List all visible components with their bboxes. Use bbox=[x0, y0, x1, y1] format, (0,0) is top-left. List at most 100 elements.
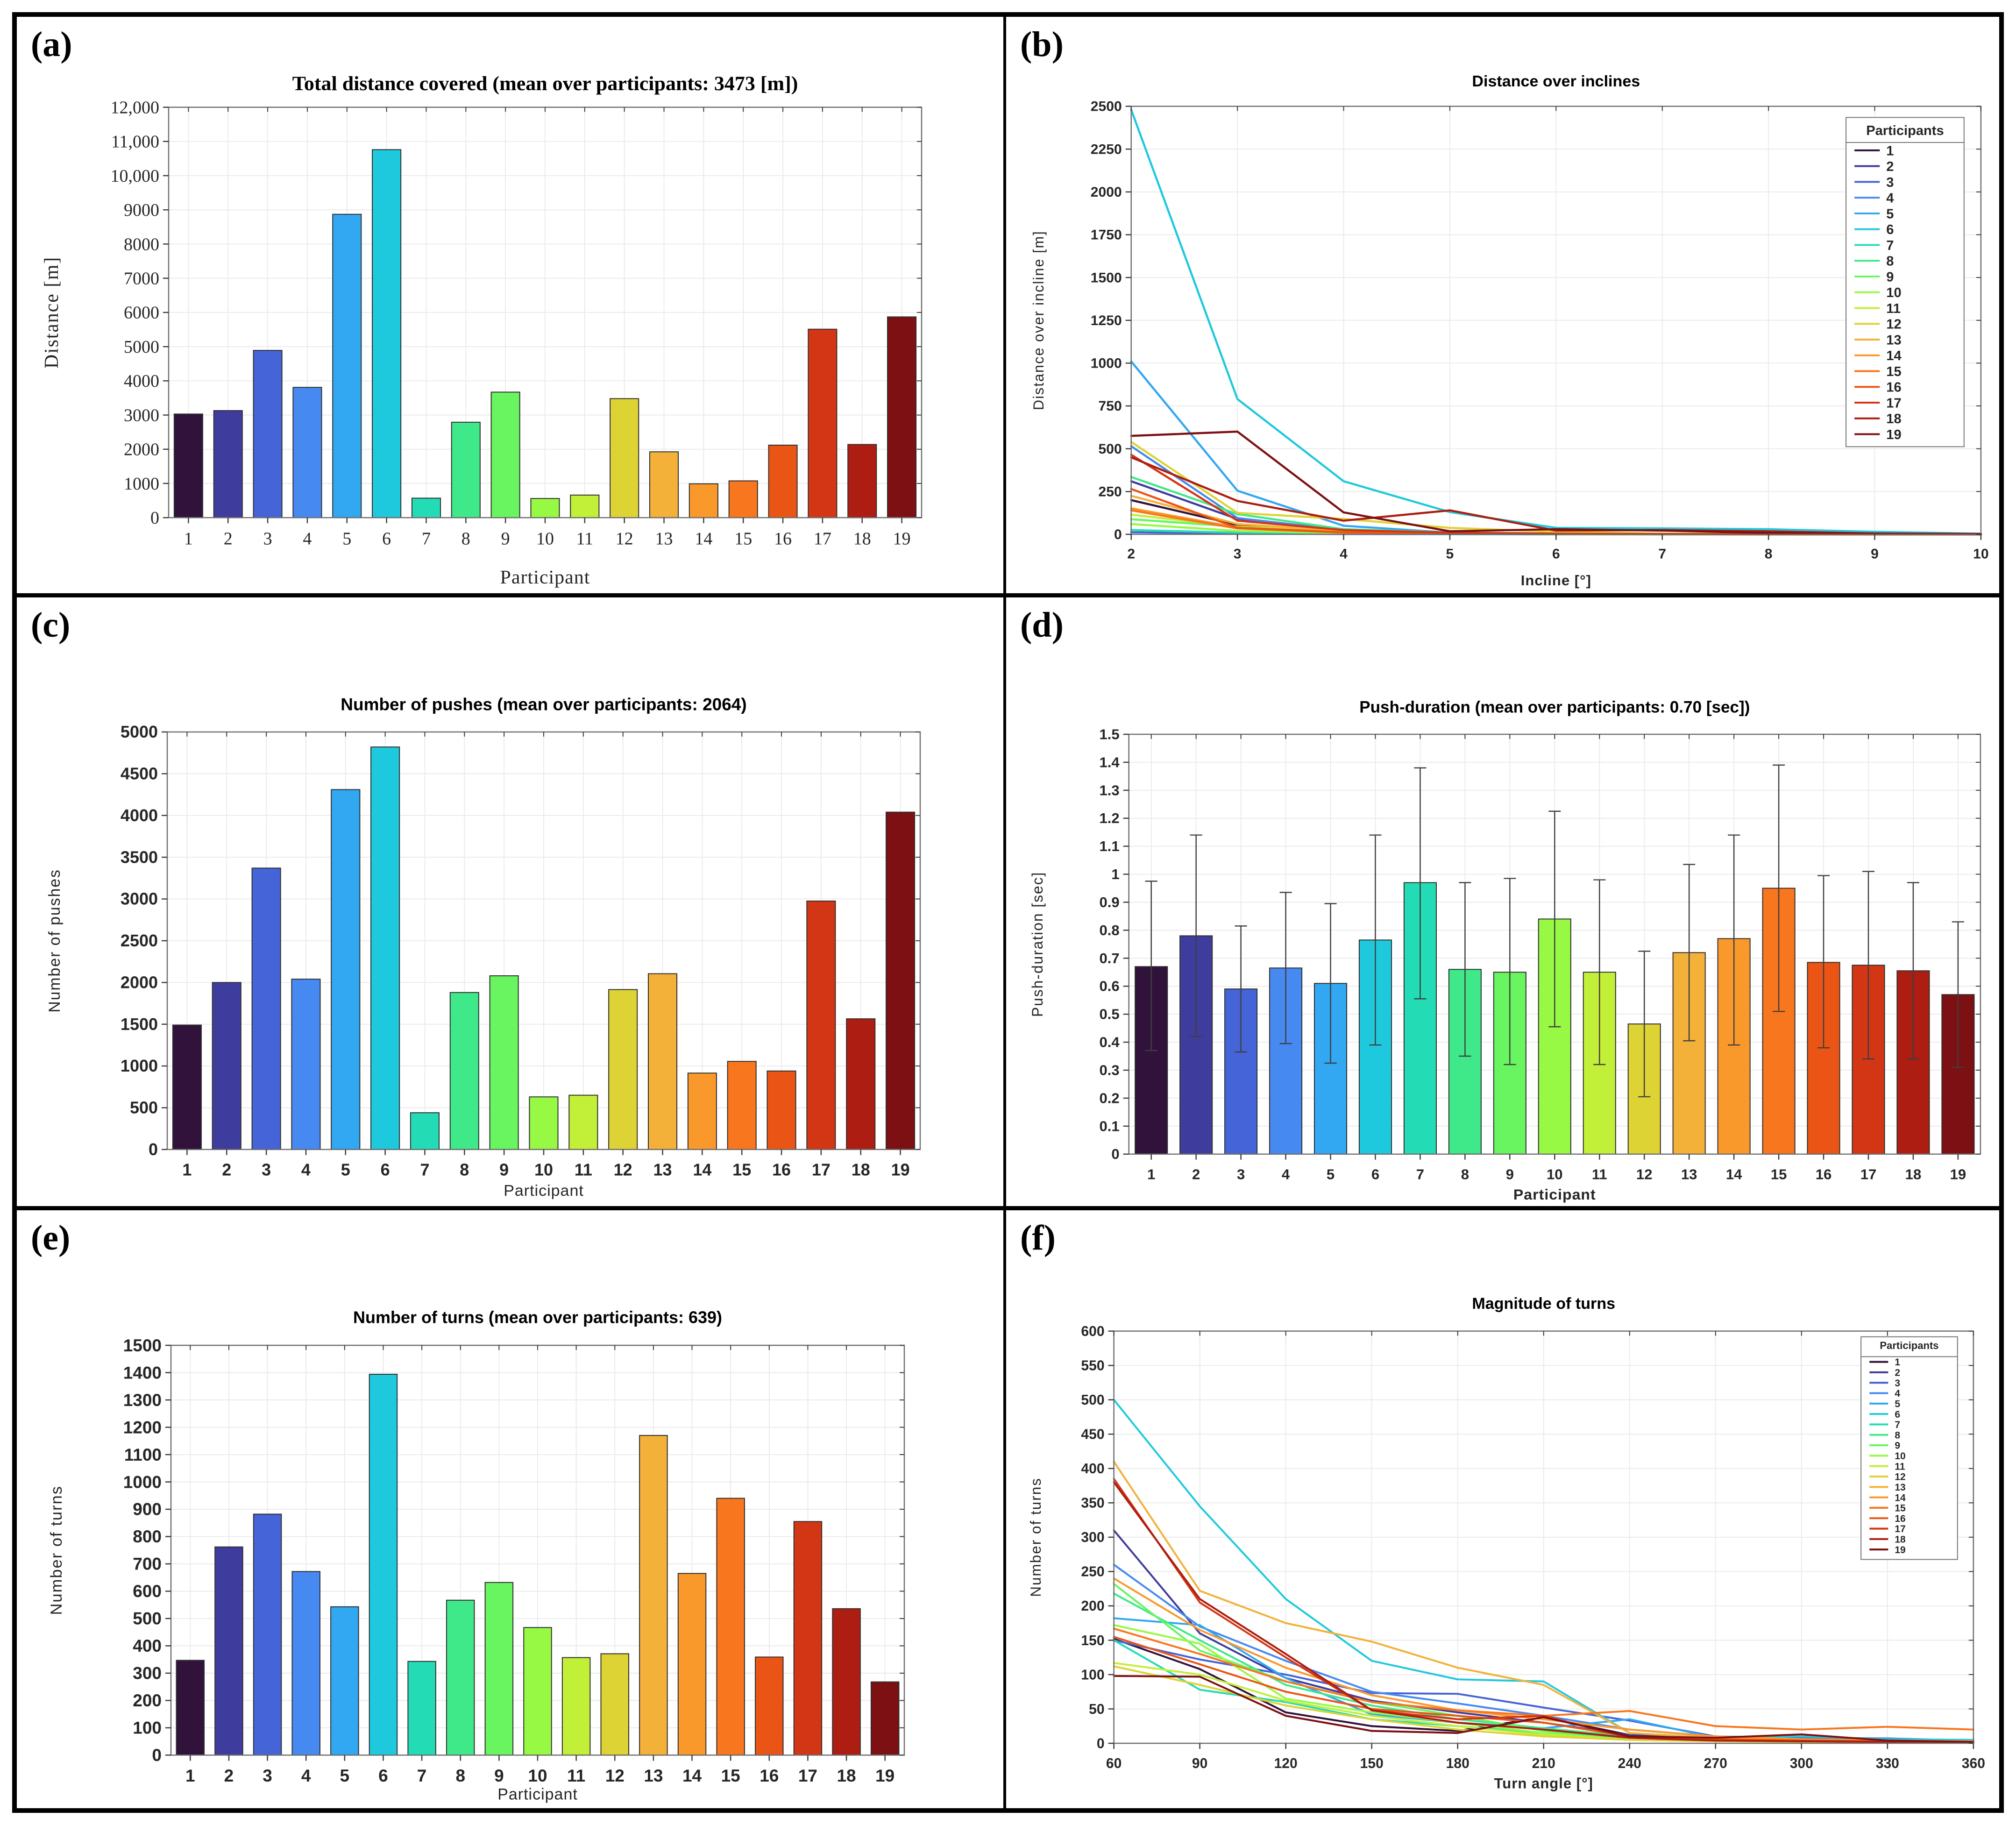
legend-label-5: 5 bbox=[1886, 206, 1894, 221]
chart-title: Distance over inclines bbox=[1472, 72, 1640, 90]
error-bar-18 bbox=[1907, 882, 1919, 1060]
bar-participant-9 bbox=[489, 975, 519, 1150]
y-tick-label: 1.5 bbox=[1099, 726, 1119, 743]
legend: Participants1234567891011121314151617181… bbox=[1846, 117, 1965, 447]
legend-label-11: 11 bbox=[1886, 301, 1901, 316]
chart-total-distance: 0 1000 2000 3000 4000 5000 6000 7000 8000 9000 10,… bbox=[41, 72, 923, 588]
x-tick-label: 1 bbox=[182, 1161, 192, 1179]
x-tick-label: 19 bbox=[1950, 1166, 1966, 1183]
y-tick-label: 3000 bbox=[124, 405, 159, 425]
legend-label-10: 10 bbox=[1886, 285, 1901, 300]
x-tick-label: 10 bbox=[1547, 1166, 1563, 1183]
legend-label-16: 16 bbox=[1895, 1513, 1905, 1524]
y-tick-label: 5000 bbox=[121, 723, 158, 741]
y-tick-label: 500 bbox=[130, 1099, 158, 1117]
x-tick-label: 7 bbox=[1416, 1166, 1424, 1183]
x-tick-label: 9 bbox=[499, 1161, 509, 1179]
legend-title: Participants bbox=[1866, 123, 1944, 138]
bar-participant-17 bbox=[793, 1521, 823, 1756]
x-tick-label: 3 bbox=[263, 1766, 272, 1785]
x-tick-label: 300 bbox=[1790, 1756, 1813, 1771]
y-tick-label: 0.6 bbox=[1099, 978, 1119, 994]
x-tick-label: 2 bbox=[224, 1766, 234, 1785]
chart-title: Push-duration (mean over participants: 0… bbox=[1359, 698, 1750, 716]
y-tick-label: 800 bbox=[133, 1527, 162, 1546]
x-tick-label: 17 bbox=[812, 1161, 831, 1179]
x-tick-label: 12 bbox=[616, 529, 633, 549]
x-tick-label: 150 bbox=[1360, 1756, 1384, 1771]
legend-label-12: 12 bbox=[1895, 1472, 1905, 1483]
x-tick-label: 210 bbox=[1532, 1756, 1555, 1771]
y-tick-label: 2000 bbox=[1091, 185, 1122, 200]
bar-participant-2 bbox=[214, 1546, 243, 1756]
legend-label-6: 6 bbox=[1886, 222, 1894, 237]
legend-label-4: 4 bbox=[1895, 1388, 1900, 1399]
error-bar-12 bbox=[1638, 951, 1651, 1098]
error-bar-17 bbox=[1862, 871, 1875, 1060]
bar-participant-3 bbox=[253, 350, 283, 518]
x-tick-label: 10 bbox=[536, 529, 554, 549]
x-axis-label: Participant bbox=[1513, 1186, 1596, 1203]
x-tick-label: 9 bbox=[501, 529, 510, 549]
legend-label-3: 3 bbox=[1895, 1378, 1900, 1389]
bar-participant-3 bbox=[253, 1513, 282, 1756]
y-tick-label: 0.7 bbox=[1099, 950, 1119, 966]
x-axis-label: Turn angle [°] bbox=[1494, 1775, 1593, 1791]
panel-letter-a: (a) bbox=[31, 25, 72, 64]
bar-participant-16 bbox=[767, 1070, 796, 1150]
series-participant-19 bbox=[1130, 430, 1982, 535]
x-tick-label: 4 bbox=[1282, 1166, 1290, 1183]
chart-number-of-turns: 0 100 200 300 400 500 600 700 800 900 1000 1100 1200… bbox=[48, 1307, 905, 1804]
x-tick-label: 6 bbox=[1552, 547, 1560, 562]
x-tick-label: 4 bbox=[1340, 547, 1348, 562]
x-tick-label: 2 bbox=[1127, 547, 1135, 562]
legend-label-18: 18 bbox=[1895, 1534, 1906, 1545]
legend-label-2: 2 bbox=[1895, 1367, 1900, 1378]
bar-participant-14 bbox=[687, 1072, 717, 1150]
legend-label-8: 8 bbox=[1886, 254, 1894, 269]
panel-letter-e: (e) bbox=[31, 1218, 71, 1257]
x-tick-label: 60 bbox=[1106, 1756, 1122, 1771]
panel-letter-c: (c) bbox=[31, 605, 71, 645]
x-tick-label: 14 bbox=[693, 1161, 711, 1179]
x-tick-label: 13 bbox=[644, 1766, 663, 1785]
series-participant-6 bbox=[1130, 108, 1982, 535]
bar-participant-11 bbox=[561, 1657, 591, 1756]
legend-label-17: 17 bbox=[1886, 396, 1901, 411]
bar-participant-5 bbox=[1313, 983, 1348, 1155]
x-tick-label: 10 bbox=[1973, 547, 1988, 562]
chart-title: Number of pushes (mean over participants… bbox=[341, 695, 746, 714]
bar-participant-18 bbox=[832, 1608, 861, 1756]
x-tick-label: 11 bbox=[575, 1161, 592, 1179]
bar-participant-11 bbox=[570, 494, 600, 518]
x-tick-label: 8 bbox=[1765, 547, 1773, 562]
bar-participant-16 bbox=[768, 444, 798, 518]
x-tick-label: 6 bbox=[1371, 1166, 1379, 1183]
legend-label-18: 18 bbox=[1886, 412, 1901, 426]
x-axis-label: Participant bbox=[500, 567, 590, 588]
bar-participant-1 bbox=[176, 1660, 205, 1756]
x-tick-label: 16 bbox=[772, 1161, 791, 1179]
y-tick-label: 350 bbox=[1081, 1496, 1104, 1511]
panel-d: (d) 0 0.1 0.2 0.3 0.4 0.5 0.6 0.7 0.8 0.9 1 1.1 1.2 1… bbox=[1006, 597, 1999, 1210]
x-tick-label: 18 bbox=[853, 529, 871, 549]
legend-label-15: 15 bbox=[1886, 364, 1901, 379]
x-tick-label: 3 bbox=[263, 529, 272, 549]
y-tick-label: 500 bbox=[133, 1608, 162, 1628]
bar-participant-13 bbox=[647, 973, 678, 1150]
x-tick-label: 2 bbox=[1192, 1166, 1200, 1183]
y-tick-label: 9000 bbox=[124, 200, 159, 220]
x-tick-label: 2 bbox=[222, 1161, 231, 1179]
y-tick-label: 2500 bbox=[1091, 99, 1122, 114]
error-bar-13 bbox=[1683, 864, 1696, 1042]
x-tick-label: 8 bbox=[460, 1161, 469, 1179]
x-tick-label: 120 bbox=[1274, 1756, 1298, 1771]
error-bar-5 bbox=[1324, 903, 1337, 1064]
chart-title: Number of turns (mean over participants:… bbox=[353, 1307, 722, 1327]
y-tick-label: 0.3 bbox=[1099, 1062, 1119, 1079]
bar-participant-17 bbox=[808, 328, 838, 518]
y-tick-label: 2500 bbox=[121, 931, 158, 950]
chart-title: Magnitude of turns bbox=[1472, 1295, 1615, 1313]
x-axis-label: Incline [°] bbox=[1521, 572, 1591, 589]
bar-participant-12 bbox=[600, 1653, 630, 1756]
